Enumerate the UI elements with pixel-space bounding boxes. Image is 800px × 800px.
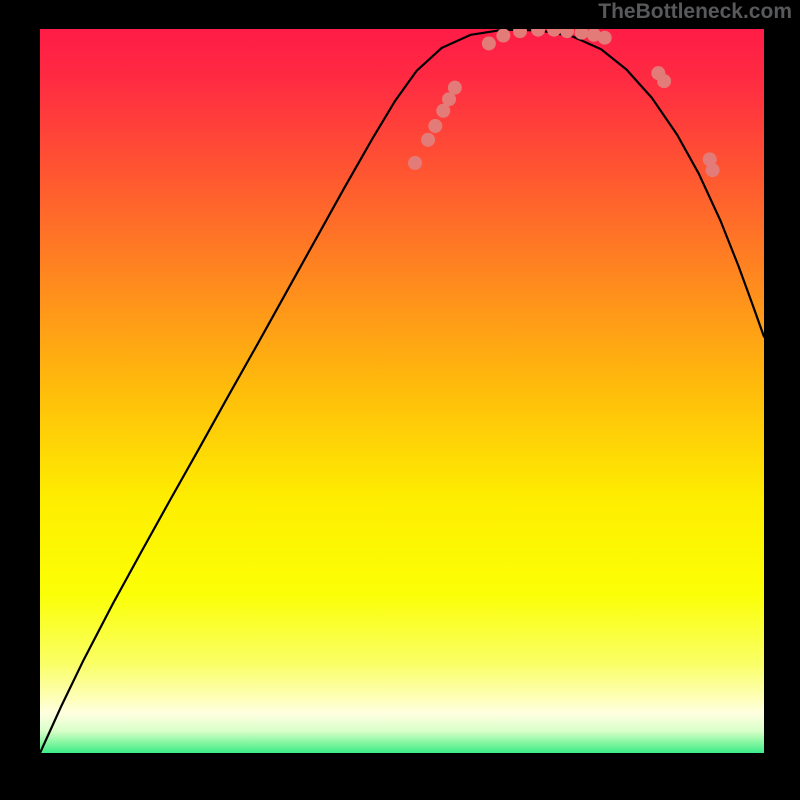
data-marker (513, 29, 527, 38)
watermark-text: TheBottleneck.com (598, 0, 792, 24)
bottleneck-curve (40, 30, 764, 753)
data-marker (706, 163, 720, 177)
data-marker (408, 156, 422, 170)
data-marker (428, 119, 442, 133)
plot-area (40, 29, 764, 753)
data-marker (482, 36, 496, 50)
data-marker (657, 74, 671, 88)
data-marker (421, 133, 435, 147)
chart-root: TheBottleneck.com (0, 0, 800, 800)
data-marker (448, 81, 462, 95)
data-marker (531, 29, 545, 37)
data-marker (547, 29, 561, 37)
curve-svg (40, 29, 764, 753)
data-marker (598, 31, 612, 45)
data-marker (496, 29, 510, 43)
